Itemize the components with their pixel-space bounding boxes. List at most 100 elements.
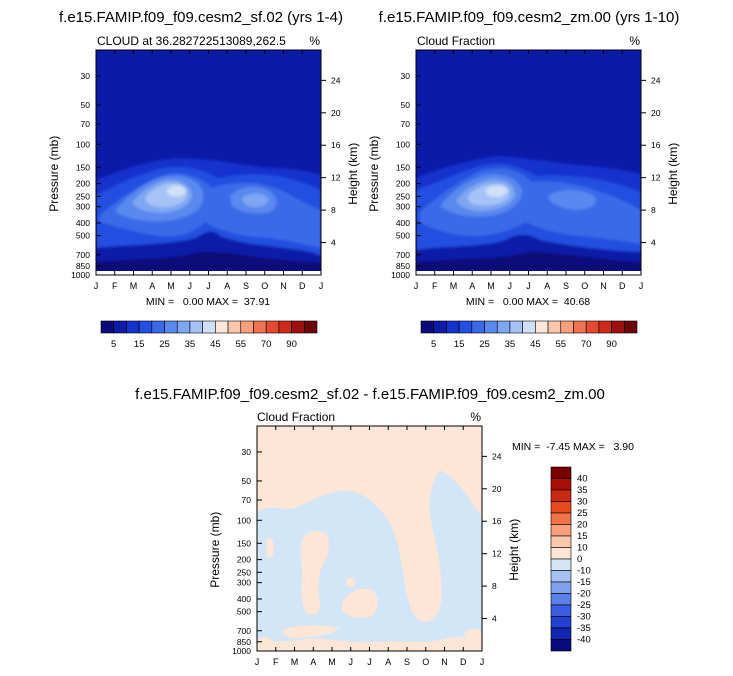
panel-1-x-tick-label: J: [206, 281, 211, 291]
panel-2-colorbar-label: 35: [505, 339, 516, 350]
panel-3-y2-tick-label: 8: [492, 581, 497, 591]
panel-2-x-tick-label: A: [469, 281, 475, 291]
panel-2-colorbar-box: [509, 320, 523, 334]
panel-1-x-tick-label: M: [130, 281, 138, 291]
panel-1-x-tick-label: J: [188, 281, 193, 291]
panel-1-colorbar-label: 35: [185, 339, 196, 350]
panel-3-y-tick-label: 200: [237, 555, 251, 565]
panel-1-colorbar-box: [126, 320, 140, 334]
panel-1-colorbar-label: 70: [261, 339, 272, 350]
panel-2-colorbar-label: 45: [530, 339, 541, 350]
panel-3-colorbar-box: [550, 478, 572, 491]
panel-3-colorbar-box: [550, 489, 572, 502]
panel-2-x-tick-label: N: [600, 281, 607, 291]
panel-3-y-tick-label: 300: [237, 578, 251, 588]
panel-1-colorbar-box: [227, 320, 242, 334]
panel-2-y-tick-label: 150: [396, 162, 410, 172]
panel-1-y-tick-label: 500: [76, 231, 90, 241]
panel-1-colorbar-box: [291, 320, 305, 334]
panel-3-x-tick-label: S: [404, 657, 410, 667]
panel-2-colorbar-box: [623, 320, 638, 334]
panel-1-colorbar-box: [253, 320, 267, 334]
panel-3-colorbar-label: 25: [577, 508, 588, 519]
panel-3-y-tick-label: 1000: [232, 646, 251, 656]
panel-3-x-tick-label: F: [273, 657, 279, 667]
panel-2-colorbar-label: 25: [479, 339, 490, 350]
panel-1-y-tick-label: 70: [81, 119, 91, 129]
panel-3-contours: [257, 426, 482, 651]
panel-1-colorbar: 5 15 25 35 45 55 70 90: [100, 320, 318, 350]
panel-1-x-tick-label: S: [243, 281, 249, 291]
panel-1-y-tick-label: 1000: [71, 270, 90, 280]
panel-1-colorbar-box: [202, 320, 216, 334]
panel-1-colorbar-label: 55: [235, 339, 246, 350]
panel-3-subtitle-right: %: [470, 410, 481, 424]
panel-3-y2-tick-label: 16: [492, 516, 502, 526]
panel-2-y2-tick-label: 8: [651, 205, 656, 215]
panel-2-contours: [416, 50, 641, 275]
panel-3-x-tick-label: D: [460, 657, 467, 667]
panel-1-x-tick-label: F: [112, 281, 118, 291]
panel-2-colorbar-label: 90: [606, 339, 617, 350]
panel-2-x-tick-label: M: [487, 281, 495, 291]
panel-2-x-tick-label: M: [450, 281, 458, 291]
panel-2-colorbar-box: [535, 320, 549, 334]
panel-3-y-tick-label: 400: [237, 594, 251, 604]
panel-2-y2-tick-label: 12: [651, 173, 661, 183]
panel-1-colorbar-box: [151, 320, 165, 334]
panel-2-x-tick-label: J: [414, 281, 419, 291]
panel-2-x-tick-label: J: [508, 281, 513, 291]
panel-1-y-tick-label: 50: [81, 100, 91, 110]
panel-2-subtitle-left: Cloud Fraction: [417, 34, 495, 48]
panel-2-colorbar: 5 15 25 35 45 55 70 90: [420, 320, 638, 350]
panel-1-ylabel: Pressure (mb): [47, 136, 61, 212]
panel-3-x-tick-label: A: [310, 657, 316, 667]
panel-3-colorbar-box: [550, 547, 572, 560]
panel-3-y2-tick-label: 20: [492, 484, 502, 494]
panel-3-colorbar-label: -10: [577, 566, 591, 577]
panel-3-colorbar-label: 40: [577, 474, 588, 485]
panel-2-y-tick-label: 500: [396, 231, 410, 241]
panel-3-colorbar-box: [550, 524, 572, 537]
panel-2-ylabel: Pressure (mb): [367, 136, 381, 212]
panel-3-y-tick-label: 250: [237, 567, 251, 577]
panel-2-colorbar-box: [522, 320, 536, 334]
panel-2: f.e15.FAMIP.f09_f09.cesm2_zm.00 (yrs 1-1…: [367, 9, 680, 350]
panel-3-colorbar-box: [550, 616, 572, 629]
panel-2-colorbar-box: [560, 320, 574, 334]
panel-2-colorbar-box: [611, 320, 625, 334]
panel-2-title: f.e15.FAMIP.f09_f09.cesm2_zm.00 (yrs 1-1…: [379, 9, 680, 26]
panel-1-title: f.e15.FAMIP.f09_f09.cesm2_sf.02 (yrs 1-4…: [59, 9, 343, 26]
panel-1-y2-tick-label: 16: [331, 140, 341, 150]
panel-1-x-tick-label: A: [224, 281, 230, 291]
panel-1-y-tick-label: 150: [76, 162, 90, 172]
panel-3-colorbar-label: -20: [577, 589, 591, 600]
panel-2-colorbar-box: [598, 320, 612, 334]
panel-1-colorbar-label: 45: [210, 339, 221, 350]
panel-2-colorbar-box: [585, 320, 600, 334]
panel-2-x-tick-label: S: [563, 281, 569, 291]
panel-3-ylabel-right: Height (km): [507, 519, 521, 581]
panel-3-colorbar-box: [550, 512, 572, 525]
panel-2-y-tick-label: 700: [396, 250, 410, 260]
panel-1-x-tick-label: D: [299, 281, 306, 291]
panel-2-colorbar-box: [471, 320, 485, 334]
panel-1-colorbar-label: 90: [286, 339, 297, 350]
panel-2-colorbar-box: [420, 320, 435, 334]
panel-2-y-tick-label: 850: [396, 261, 410, 271]
panel-2-y2-tick-label: 24: [651, 75, 661, 85]
panel-3-x-tick-label: J: [367, 657, 372, 667]
panel-3-title: f.e15.FAMIP.f09_f09.cesm2_sf.02 - f.e15.…: [135, 386, 605, 403]
panel-2-colorbar-box: [446, 320, 460, 334]
panel-2-colorbar-box: [433, 320, 447, 334]
panel-3-y2-tick-label: 12: [492, 549, 502, 559]
panel-2-colorbar-box: [458, 320, 473, 334]
panel-1-x-tick-label: O: [261, 281, 268, 291]
panel-3-y-tick-label: 850: [237, 637, 251, 647]
panel-3-y2-tick-label: 4: [492, 614, 497, 624]
panel-3-colorbar-box: [550, 466, 572, 479]
panel-2-x-tick-label: A: [544, 281, 550, 291]
panel-3-x-tick-label: J: [255, 657, 260, 667]
